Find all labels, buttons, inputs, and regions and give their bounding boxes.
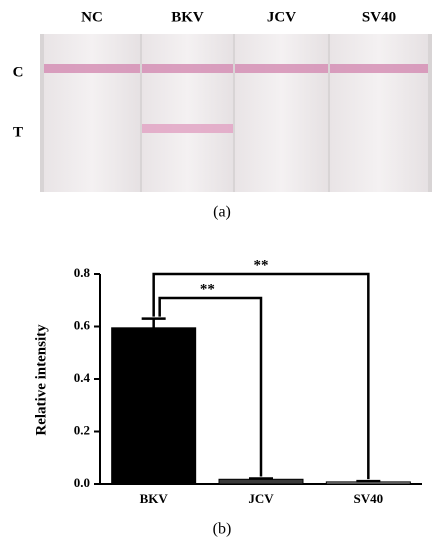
strip [235, 34, 328, 192]
test-line [142, 124, 233, 133]
caption: (b) [213, 521, 232, 538]
column-label: JCV [267, 9, 296, 25]
y-tick-label: 0.0 [74, 475, 90, 490]
control-line [235, 64, 328, 73]
y-tick-label: 0.8 [74, 265, 91, 280]
y-tick-label: 0.6 [74, 317, 91, 332]
control-line [142, 64, 233, 73]
y-axis-label: Relative intensity [33, 324, 49, 436]
error-bar [249, 477, 273, 480]
strip [44, 34, 140, 192]
row-label: C [13, 64, 24, 80]
x-tick-label: SV40 [354, 491, 384, 506]
strip [142, 34, 233, 192]
significance-label: ** [254, 257, 269, 273]
control-line [330, 64, 428, 73]
error-bar [141, 317, 166, 328]
significance-bracket [158, 296, 263, 477]
significance-label: ** [200, 281, 215, 297]
y-tick-label: 0.4 [74, 370, 91, 385]
caption: (a) [213, 204, 231, 221]
error-bar [356, 479, 381, 483]
column-label: SV40 [362, 9, 396, 25]
strip [330, 34, 428, 192]
column-label: BKV [171, 9, 204, 25]
x-tick-label: JCV [248, 491, 274, 506]
y-tick-label: 0.2 [74, 422, 90, 437]
significance-bracket [152, 272, 370, 480]
bar [111, 327, 197, 485]
column-label: NC [81, 9, 103, 25]
row-label: T [13, 124, 23, 140]
x-tick-label: BKV [140, 491, 169, 506]
bar [218, 478, 304, 485]
control-line [44, 64, 140, 73]
